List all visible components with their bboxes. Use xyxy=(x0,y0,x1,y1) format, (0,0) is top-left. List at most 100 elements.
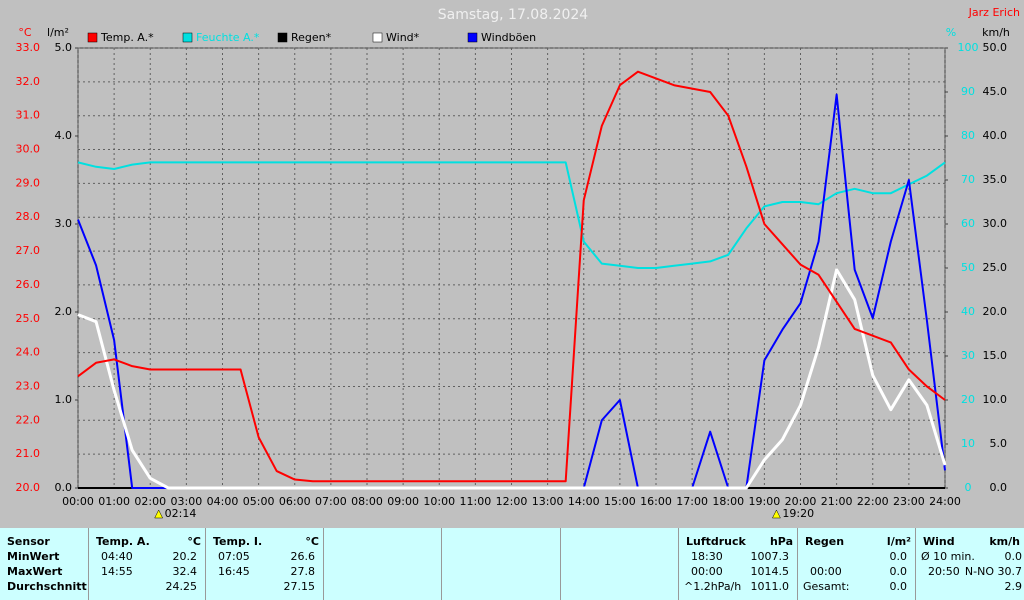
header: Sensor xyxy=(7,535,50,548)
row-time: 18:30 xyxy=(691,550,723,563)
row-value: 27.15 xyxy=(283,580,316,593)
x-tick-label: 18:00 xyxy=(712,495,744,508)
y-tick-label: 23.0 xyxy=(16,379,41,392)
y-tick-label: 24.0 xyxy=(16,346,41,359)
row-time: 14:55 xyxy=(101,565,133,578)
y-tick-label: 10.0 xyxy=(983,393,1008,406)
x-tick-label: 01:00 xyxy=(98,495,130,508)
y-tick-label: 5.0 xyxy=(990,437,1008,450)
y-tick-label: 15.0 xyxy=(983,349,1008,362)
x-tick-label: 19:00 xyxy=(749,495,781,508)
y-tick-label: 27.0 xyxy=(16,244,41,257)
x-tick-label: 06:00 xyxy=(279,495,311,508)
y-tick-label: 60 xyxy=(961,217,975,230)
panel-title: Regen xyxy=(805,535,845,548)
x-tick-label: 20:00 xyxy=(785,495,817,508)
x-tick-label: 08:00 xyxy=(351,495,383,508)
y-tick-label: 33.0 xyxy=(16,41,41,54)
x-tick-label: 22:00 xyxy=(857,495,889,508)
row-value: 0.0 xyxy=(889,580,908,593)
row-time: 16:45 xyxy=(218,565,250,578)
y-tick-label: 5.0 xyxy=(55,41,73,54)
row-time: 04:40 xyxy=(101,550,133,563)
x-tick-label: 12:00 xyxy=(496,495,528,508)
row-value: N-NO 30.7 xyxy=(964,565,1022,578)
y-tick-label: 32.0 xyxy=(16,75,41,88)
y-tick-label: 25.0 xyxy=(16,312,41,325)
x-tick-label: 07:00 xyxy=(315,495,347,508)
panel-unit: km/h xyxy=(989,535,1020,548)
row-time: ^1.2hPa/h xyxy=(684,580,742,593)
x-tick-label: 14:00 xyxy=(568,495,600,508)
y-tick-label: 20.0 xyxy=(16,481,41,494)
y-tick-label: 0 xyxy=(965,481,972,494)
author: Jarz Erich xyxy=(968,6,1020,19)
axis-title: l/m² xyxy=(47,26,69,39)
legend-label: Windböen xyxy=(481,31,536,44)
x-tick-label: 00:00 xyxy=(62,495,94,508)
y-tick-label: 4.0 xyxy=(55,129,73,142)
panel-unit: hPa xyxy=(769,535,793,548)
legend-swatch xyxy=(372,32,383,43)
panel-cell: Luftdruck hPa 18:30 1007.3 00:00 1014.5 ^1.2hP… xyxy=(678,528,797,600)
panel-cell: Temp. A. °C 04:40 20.2 14:55 32.4 24.25 xyxy=(88,528,205,600)
row-value: 32.4 xyxy=(172,565,198,578)
y-tick-label: 22.0 xyxy=(16,413,41,426)
x-tick-label: 10:00 xyxy=(423,495,455,508)
panel-title: Wind xyxy=(923,535,955,548)
row-value: 1011.0 xyxy=(750,580,790,593)
y-tick-label: 10 xyxy=(961,437,975,450)
y-tick-label: 30 xyxy=(961,349,975,362)
row-label: MaxWert xyxy=(7,565,63,578)
legend-swatch xyxy=(87,32,98,43)
x-tick-label: 15:00 xyxy=(604,495,636,508)
y-tick-label: 21.0 xyxy=(16,447,41,460)
legend-swatch xyxy=(467,32,478,43)
y-tick-label: 25.0 xyxy=(983,261,1008,274)
axis-title: km/h xyxy=(982,26,1010,39)
panel-cell: Temp. I. °C 07:05 26.6 16:45 27.8 27.15 xyxy=(205,528,323,600)
row-value: 24.25 xyxy=(165,580,198,593)
row-value: 20.2 xyxy=(172,550,198,563)
panel-unit: °C xyxy=(187,535,201,548)
row-time: 00:00 xyxy=(691,565,723,578)
row-time: 00:00 xyxy=(810,565,842,578)
row-value: 2.9 xyxy=(1004,580,1023,593)
legend-swatch xyxy=(277,32,288,43)
row-value: 1007.3 xyxy=(750,550,790,563)
y-tick-label: 28.0 xyxy=(16,210,41,223)
x-tick-label: 02:00 xyxy=(134,495,166,508)
axis-title: % xyxy=(946,26,956,39)
row-value: 27.8 xyxy=(290,565,316,578)
x-tick-label: 16:00 xyxy=(640,495,672,508)
empty-cell xyxy=(323,528,441,600)
legend-label: Regen* xyxy=(291,31,332,44)
chart: Samstag, 17.08.2024 Jarz Erich °C 20.0 21.… xyxy=(16,6,1021,520)
row-time: 20:50 xyxy=(928,565,960,578)
y-tick-label: 50 xyxy=(961,261,975,274)
legend-swatch xyxy=(182,32,193,43)
annotation: 02:14 xyxy=(165,507,197,520)
legend-label: Feuchte A.* xyxy=(196,31,260,44)
y-tick-label: 3.0 xyxy=(55,217,73,230)
y-tick-label: 0.0 xyxy=(55,481,73,494)
y-tick-label: 70 xyxy=(961,173,975,186)
y-tick-label: 1.0 xyxy=(55,393,73,406)
row-value: 0.0 xyxy=(889,565,908,578)
y-tick-label: 40 xyxy=(961,305,975,318)
row-time: 07:05 xyxy=(218,550,250,563)
panel-title: Temp. I. xyxy=(213,535,263,548)
series-line xyxy=(77,70,946,483)
annotation: 19:20 xyxy=(782,507,814,520)
panel-unit: l/m² xyxy=(886,535,911,548)
y-tick-label: 31.0 xyxy=(16,109,41,122)
axis-title: °C xyxy=(18,26,32,39)
row-value: 1014.5 xyxy=(750,565,790,578)
y-tick-label: 2.0 xyxy=(55,305,73,318)
y-tick-label: 20.0 xyxy=(983,305,1008,318)
x-tick-label: 09:00 xyxy=(387,495,419,508)
y-tick-label: 40.0 xyxy=(983,129,1008,142)
y-tick-label: 45.0 xyxy=(983,85,1008,98)
row-value: 26.6 xyxy=(290,550,316,563)
chart-title: Samstag, 17.08.2024 xyxy=(438,7,589,23)
